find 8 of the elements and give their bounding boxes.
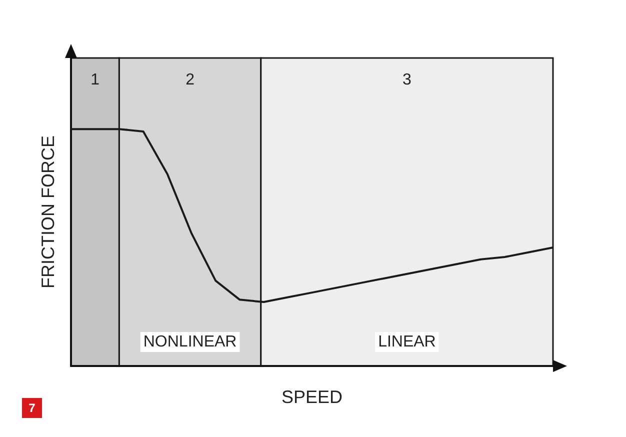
annotation: LINEAR: [378, 334, 436, 350]
y-axis-title: FRICTION FORCE: [38, 136, 58, 288]
text: 1: [90, 72, 100, 88]
text: 2: [186, 72, 195, 88]
x-axis-title: SPEED: [281, 387, 343, 407]
annotation: NONLINEAR: [143, 334, 237, 350]
text: 7: [28, 401, 36, 415]
text: 3: [402, 72, 412, 88]
